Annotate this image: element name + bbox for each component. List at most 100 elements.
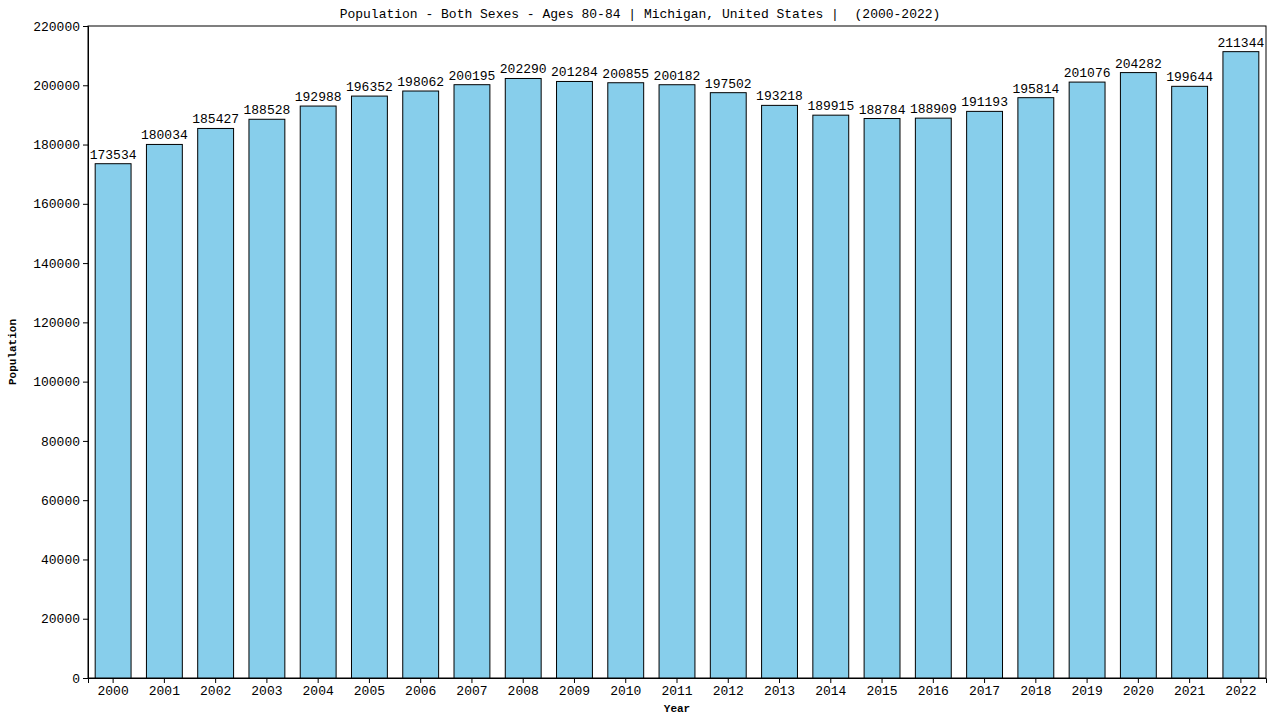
x-tick-mark bbox=[318, 678, 319, 683]
y-tick: 60000 bbox=[41, 494, 88, 509]
y-axis-title: Population bbox=[7, 319, 19, 385]
data-label: 200195 bbox=[449, 69, 496, 84]
data-label: 188784 bbox=[859, 103, 906, 118]
bar bbox=[198, 128, 234, 678]
x-tick: 2021 bbox=[1174, 678, 1205, 699]
x-tick-label: 2009 bbox=[559, 684, 590, 699]
y-tick-mark bbox=[83, 678, 88, 679]
chart-container: 1735341800341854271885281929881963521980… bbox=[0, 0, 1280, 720]
bar bbox=[813, 115, 849, 678]
y-tick: 80000 bbox=[41, 435, 88, 450]
y-tick-mark bbox=[83, 559, 88, 560]
y-tick-mark bbox=[83, 619, 88, 620]
bar bbox=[1120, 73, 1156, 678]
data-label: 201284 bbox=[551, 65, 598, 80]
x-tick-mark bbox=[1240, 678, 1241, 683]
x-tick-mark bbox=[420, 678, 421, 683]
y-tick: 20000 bbox=[41, 612, 88, 627]
x-tick-mark bbox=[215, 678, 216, 683]
bar bbox=[864, 119, 900, 678]
x-tick-label: 2003 bbox=[251, 684, 282, 699]
x-tick: 2013 bbox=[764, 678, 795, 699]
x-tick-mark bbox=[523, 678, 524, 683]
x-tick: 2012 bbox=[713, 678, 744, 699]
y-tick-label: 180000 bbox=[33, 138, 80, 153]
x-tick: 2004 bbox=[303, 678, 334, 699]
bar bbox=[351, 96, 387, 678]
y-tick-label: 20000 bbox=[41, 612, 80, 627]
y-tick-label: 100000 bbox=[33, 375, 80, 390]
x-tick-mark bbox=[164, 678, 165, 683]
y-tick-mark bbox=[83, 441, 88, 442]
x-tick: 2000 bbox=[98, 678, 129, 699]
data-labels: 1735341800341854271885281929881963521980… bbox=[90, 36, 1265, 163]
x-tick-label: 2010 bbox=[610, 684, 641, 699]
x-tick-mark bbox=[625, 678, 626, 683]
data-label: 193218 bbox=[756, 89, 803, 104]
x-tick-label: 2001 bbox=[149, 684, 180, 699]
bar bbox=[967, 111, 1003, 678]
bar bbox=[608, 83, 644, 678]
y-tick-label: 80000 bbox=[41, 435, 80, 450]
bar bbox=[1172, 86, 1208, 678]
x-axis-line bbox=[89, 679, 1267, 684]
bar bbox=[249, 119, 285, 678]
x-tick-mark bbox=[830, 678, 831, 683]
title: Population - Both Sexes - Ages 80-84 | M… bbox=[340, 7, 941, 22]
y-tick-mark bbox=[83, 500, 88, 501]
y-tick-mark bbox=[83, 85, 88, 86]
y-tick-label: 200000 bbox=[33, 79, 80, 94]
x-tick-label: 2020 bbox=[1123, 684, 1154, 699]
y-tick: 100000 bbox=[33, 375, 88, 390]
bar bbox=[454, 85, 490, 678]
bar bbox=[1018, 98, 1054, 678]
x-tick-mark bbox=[1035, 678, 1036, 683]
y-tick: 40000 bbox=[41, 553, 88, 568]
plot: 1735341800341854271885281929881963521980… bbox=[33, 20, 1266, 700]
x-tick: 2014 bbox=[815, 678, 846, 699]
y-tick-label: 0 bbox=[72, 672, 80, 687]
x-tick-mark bbox=[1138, 678, 1139, 683]
x-tick-label: 2022 bbox=[1225, 684, 1256, 699]
y-tick: 160000 bbox=[33, 197, 88, 212]
x-tick-mark bbox=[728, 678, 729, 683]
x-tick-mark bbox=[369, 678, 370, 683]
plot-frame bbox=[88, 26, 1266, 678]
data-label: 200855 bbox=[602, 67, 649, 82]
x-tick: 2005 bbox=[354, 678, 385, 699]
bar bbox=[505, 78, 541, 678]
data-label: 197502 bbox=[705, 77, 752, 92]
y-tick-label: 160000 bbox=[33, 197, 80, 212]
x-tick-label: 2016 bbox=[918, 684, 949, 699]
x-tick: 2019 bbox=[1071, 678, 1102, 699]
y-tick-mark bbox=[83, 263, 88, 264]
x-tick-mark bbox=[266, 678, 267, 683]
data-label: 185427 bbox=[192, 112, 239, 127]
data-label: 198062 bbox=[397, 75, 444, 90]
x-tick-mark bbox=[113, 678, 114, 683]
chart-svg: 1735341800341854271885281929881963521980… bbox=[0, 0, 1280, 720]
bar bbox=[403, 91, 439, 678]
x-tick: 2016 bbox=[918, 678, 949, 699]
data-label: 202290 bbox=[500, 62, 547, 77]
y-tick: 140000 bbox=[33, 257, 88, 272]
bar bbox=[300, 106, 336, 678]
x-tick-label: 2011 bbox=[661, 684, 692, 699]
x-tick: 2006 bbox=[405, 678, 436, 699]
x-tick: 2022 bbox=[1225, 678, 1256, 699]
y-axis: 0200004000060000800001000001200001400001… bbox=[33, 20, 88, 687]
x-tick-mark bbox=[933, 678, 934, 683]
y-tick-label: 140000 bbox=[33, 257, 80, 272]
x-tick-label: 2005 bbox=[354, 684, 385, 699]
x-tick-label: 2008 bbox=[508, 684, 539, 699]
x-tick-label: 2004 bbox=[303, 684, 334, 699]
y-tick: 200000 bbox=[33, 79, 88, 94]
bar bbox=[659, 85, 695, 678]
y-tick: 180000 bbox=[33, 138, 88, 153]
x-tick: 2017 bbox=[969, 678, 1000, 699]
y-tick-mark bbox=[83, 322, 88, 323]
data-label: 196352 bbox=[346, 80, 393, 95]
data-label: 201076 bbox=[1064, 66, 1111, 81]
data-label: 192988 bbox=[295, 90, 342, 105]
x-tick-mark bbox=[471, 678, 472, 683]
